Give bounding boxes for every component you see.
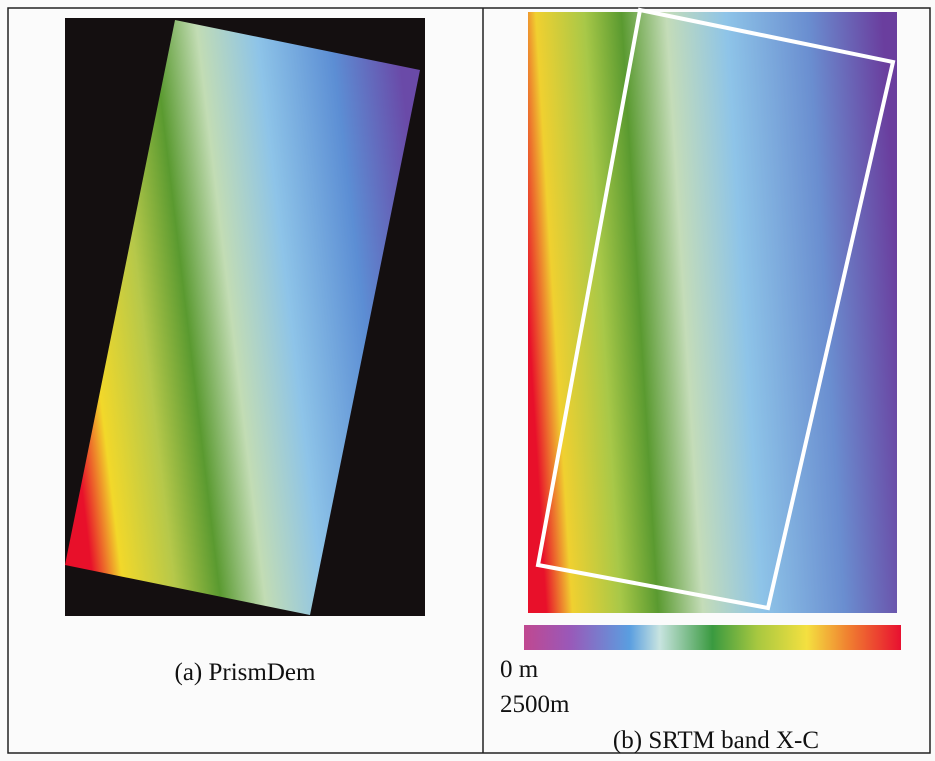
colorbar xyxy=(524,625,901,650)
colorbar-max-label: 2500m xyxy=(500,691,570,718)
caption: (b) SRTM band X-C xyxy=(613,727,819,754)
colorbar-min-label: 0 m xyxy=(500,656,539,683)
caption: (a) PrismDem xyxy=(175,659,316,686)
panel-b: 0 m 2500m (b) SRTM band X-C xyxy=(500,10,901,754)
figure: (a) PrismDem 0 m 2500m (b) SRTM band X-C xyxy=(0,0,935,761)
panel-a: (a) PrismDem xyxy=(65,18,425,686)
